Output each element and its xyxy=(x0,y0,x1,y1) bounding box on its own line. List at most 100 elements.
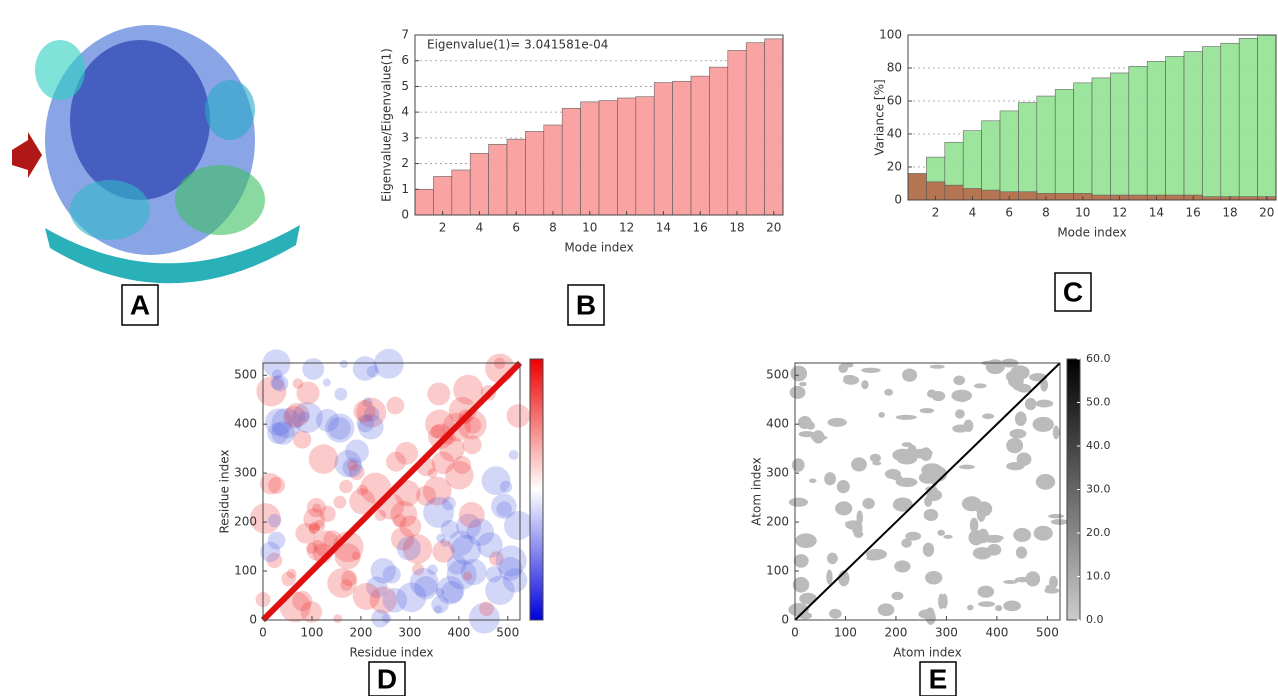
x-tick-label: 500 xyxy=(496,626,519,640)
contact-texture xyxy=(901,442,913,448)
bar xyxy=(1054,89,1074,201)
bar xyxy=(745,42,765,216)
contact-texture xyxy=(791,458,805,472)
heat-texture xyxy=(292,378,304,389)
contact-texture xyxy=(953,375,966,386)
panel-label: C xyxy=(1063,276,1083,307)
contact-texture xyxy=(929,364,945,369)
contact-texture xyxy=(797,416,812,429)
heat-texture xyxy=(312,503,322,513)
heat-texture xyxy=(485,566,503,583)
bar xyxy=(999,110,1019,201)
heat-texture xyxy=(308,521,320,533)
heat-texture xyxy=(370,557,397,584)
bar xyxy=(433,176,453,216)
x-tick-label: 200 xyxy=(349,626,372,640)
heat-texture xyxy=(353,400,376,423)
heat-texture xyxy=(451,534,482,565)
heat-texture xyxy=(460,558,487,586)
heat-texture xyxy=(464,416,482,434)
contact-texture xyxy=(869,453,881,463)
x-tick-label: 2 xyxy=(932,206,940,220)
heat-texture xyxy=(453,456,472,474)
heat-texture xyxy=(271,421,295,445)
contact-texture xyxy=(866,556,882,561)
heat-texture xyxy=(358,414,384,440)
panel: 0 100 200 300 400 500 0 100 200 300 400 500 Atom ind… xyxy=(750,352,1111,660)
contact-texture xyxy=(924,495,933,507)
heat-texture xyxy=(423,497,454,528)
x-tick-label: 200 xyxy=(884,626,907,640)
bar xyxy=(488,143,508,216)
contact-texture xyxy=(835,501,853,516)
x-tick-label: 300 xyxy=(398,626,421,640)
x-axis-label: Atom index xyxy=(893,646,961,660)
heat-texture xyxy=(395,441,419,465)
y-tick-label: 400 xyxy=(766,417,789,431)
heat-texture xyxy=(366,365,379,378)
contact-texture xyxy=(872,461,882,466)
heat-texture xyxy=(427,468,438,479)
heat-texture xyxy=(271,408,302,439)
bar xyxy=(1018,191,1038,201)
heat-texture xyxy=(382,587,408,613)
y-tick-label: 0 xyxy=(781,613,789,627)
y-tick-label: 20 xyxy=(887,160,902,174)
bar xyxy=(469,152,489,216)
heat-texture xyxy=(285,402,310,428)
heat-texture xyxy=(267,531,286,550)
heat-texture xyxy=(396,582,427,613)
heat-texture xyxy=(425,409,455,439)
protein-structure xyxy=(12,25,300,284)
heat-texture xyxy=(352,356,378,381)
contact-texture xyxy=(925,570,943,585)
colorbar xyxy=(529,358,544,621)
heat-texture xyxy=(445,461,474,490)
heat-texture xyxy=(316,408,339,432)
bar xyxy=(1110,72,1130,201)
y-tick-label: 300 xyxy=(234,466,257,480)
contact-texture xyxy=(1009,428,1027,439)
heat-texture xyxy=(283,405,306,429)
contact-texture xyxy=(937,529,945,536)
panel-label-box xyxy=(1054,272,1092,312)
heat-texture xyxy=(356,397,387,428)
bar xyxy=(580,101,600,216)
contact-texture xyxy=(792,576,810,593)
heat-texture xyxy=(348,463,365,480)
x-tick-label: 2 xyxy=(439,221,447,235)
contact-texture xyxy=(901,538,912,548)
contact-texture xyxy=(1024,397,1037,411)
heat-texture xyxy=(303,508,326,531)
y-tick-label: 200 xyxy=(234,515,257,529)
y-axis-label: Eigenvalue/Eigenvalue(1) xyxy=(380,48,394,202)
contact-texture xyxy=(795,533,817,549)
heat-texture xyxy=(260,541,281,563)
contact-texture xyxy=(1013,527,1032,542)
bar xyxy=(727,50,747,216)
heat-texture xyxy=(498,556,523,581)
x-tick-label: 10 xyxy=(582,221,597,235)
x-tick-label: 6 xyxy=(512,221,520,235)
heat-texture xyxy=(302,358,325,380)
contact-texture xyxy=(1016,383,1032,393)
contact-texture xyxy=(905,531,922,541)
x-tick-label: 12 xyxy=(1112,206,1127,220)
heat-texture xyxy=(431,451,455,475)
x-tick-label: 18 xyxy=(729,221,744,235)
contact-texture xyxy=(799,592,817,605)
bar xyxy=(1091,77,1111,201)
contact-texture xyxy=(922,542,935,557)
y-tick-label: 300 xyxy=(766,466,789,480)
x-tick-label: 4 xyxy=(476,221,484,235)
plot-frame xyxy=(794,362,1061,621)
annotation: Eigenvalue(1)= 3.041581e-04 xyxy=(427,38,608,52)
contact-texture xyxy=(1032,416,1054,432)
heat-texture xyxy=(265,408,293,436)
heat-texture xyxy=(371,609,390,628)
colorbar-tick-label: 0.0 xyxy=(1086,613,1104,626)
heat-texture xyxy=(349,488,376,515)
bar xyxy=(653,82,673,216)
colorbar-tick-label: 10.0 xyxy=(1086,570,1111,583)
